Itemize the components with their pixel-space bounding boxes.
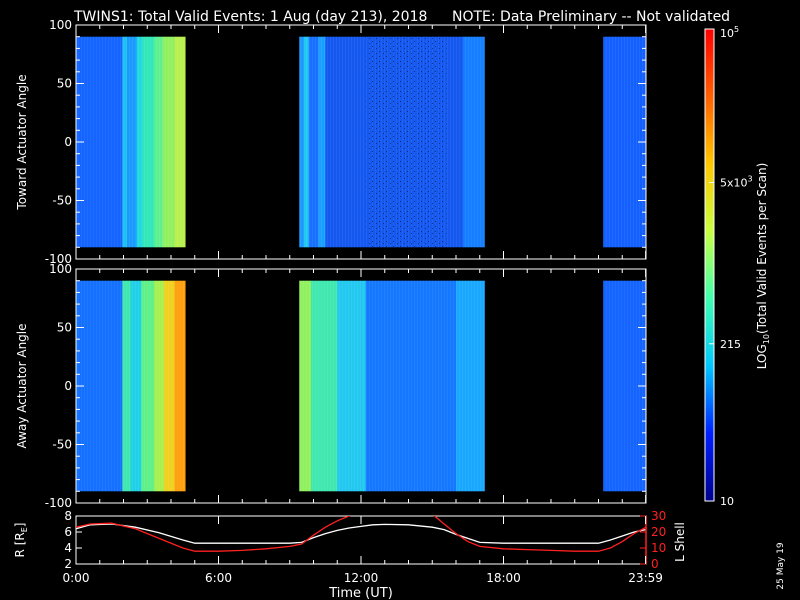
radius-line <box>76 523 646 544</box>
toward-ytick-label-4: -100 <box>45 252 72 266</box>
preliminary-note: NOTE: Data Preliminary -- Not validated <box>452 9 730 25</box>
toward-speckle <box>365 36 447 248</box>
lshell-tick-label-3: 30 <box>651 509 666 523</box>
colorbar: 105 5x103 215 10 LOG10(Total Valid Events p… <box>704 25 771 508</box>
toward-ytick-label-1: 50 <box>57 77 72 91</box>
r-tick-label-3: 8 <box>64 509 72 523</box>
cb-tick-label-0: 105 <box>720 25 739 40</box>
away-panel: 100 50 0 -50 -100 Away Actuator Angle <box>15 262 647 510</box>
xtick-label-1: 6:00 <box>205 571 232 585</box>
r-tick-label-1: 4 <box>64 541 72 555</box>
toward-ytick-label-2: 0 <box>64 135 72 149</box>
cb-tick-label-1: 5x103 <box>720 175 753 190</box>
colorbar-ticks: 105 5x103 215 10 <box>709 25 753 508</box>
r-tick-label-0: 2 <box>64 557 72 571</box>
xtick-label-2: 12:00 <box>344 571 379 585</box>
r-tick-label-2: 6 <box>64 525 72 539</box>
r-axis-label: R [RE] <box>13 523 29 558</box>
lshell-axis-label: L Shell <box>673 522 687 562</box>
toward-ylabel: Toward Actuator Angle <box>15 74 29 210</box>
date-stamp: 25 May 19 <box>776 542 786 590</box>
xtick-label-3: 18:00 <box>486 571 521 585</box>
orbit-axes: 2 4 6 8 0 10 20 30 <box>64 509 666 571</box>
chart-title: TWINS1: Total Valid Events: 1 Aug (day 2… <box>73 9 427 25</box>
orbit-panel: 2 4 6 8 0 10 20 30 R [RE] L Shell <box>13 509 687 571</box>
away-texture-1 <box>299 280 485 492</box>
xtick-label-4: 23:59 <box>628 571 663 585</box>
away-heatmap <box>76 280 647 492</box>
lshell-tick-label-1: 10 <box>651 541 666 555</box>
toward-ytick-label-3: -50 <box>52 194 72 208</box>
toward-texture-0 <box>76 36 186 248</box>
lshell-tick-label-2: 20 <box>651 525 666 539</box>
cb-tick-label-3: 10 <box>720 495 734 508</box>
colorbar-gradient <box>704 28 715 502</box>
orbit-lines <box>76 516 646 552</box>
away-ytick-label-3: -50 <box>52 438 72 452</box>
x-axis-label: Time (UT) <box>328 586 393 600</box>
away-ytick-label-1: 50 <box>57 321 72 335</box>
toward-heatmap <box>76 36 647 248</box>
cb-tick-label-2: 215 <box>720 338 741 351</box>
x-axis: 0:00 6:00 12:00 18:00 23:59 <box>63 516 663 585</box>
away-ytick-label-0: 100 <box>49 262 72 276</box>
toward-panel: 100 50 0 -50 -100 Toward Actuator Angle <box>15 18 647 266</box>
away-ytick-label-2: 0 <box>64 379 72 393</box>
away-texture-0 <box>76 280 186 492</box>
away-ylabel: Away Actuator Angle <box>15 323 29 448</box>
toward-y-axis: 100 50 0 -50 -100 <box>45 18 647 266</box>
toward-ytick-label-0: 100 <box>49 18 72 32</box>
away-y-axis: 100 50 0 -50 -100 <box>45 262 647 510</box>
away-ytick-label-4: -100 <box>45 496 72 510</box>
lshell-tick-label-0: 0 <box>651 557 659 571</box>
lshell-line <box>76 516 646 552</box>
xtick-label-0: 0:00 <box>63 571 90 585</box>
colorbar-label: LOG10(Total Valid Events per Scan) <box>755 163 771 370</box>
